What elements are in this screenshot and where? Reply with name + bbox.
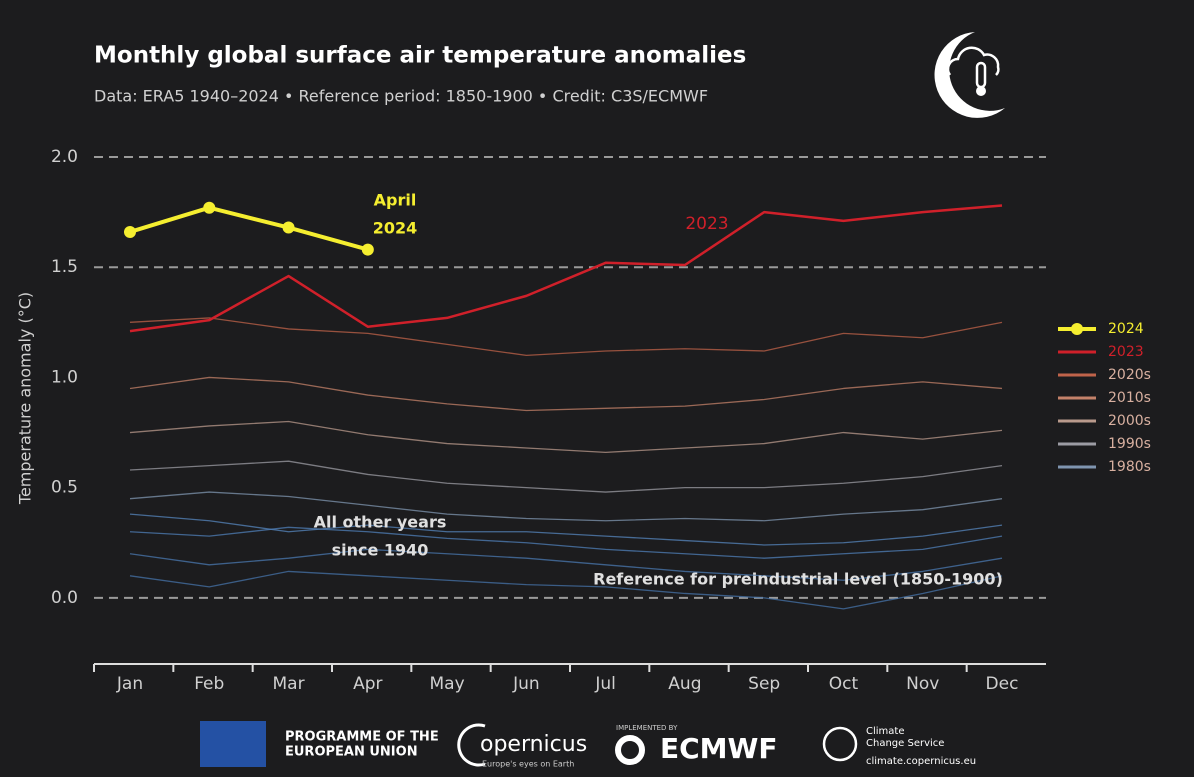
x-tick-label: May — [430, 674, 465, 694]
annotation: Reference for preindustrial level (1850-… — [593, 570, 1003, 589]
x-tick-label: Apr — [353, 674, 382, 694]
x-tick-label: Aug — [668, 674, 701, 694]
x-tick-label: Nov — [906, 674, 939, 694]
point — [282, 221, 295, 234]
c3s-logo — [822, 726, 858, 762]
footer-text: climate.copernicus.eu — [866, 756, 976, 767]
line — [129, 526, 1003, 559]
line — [129, 570, 1003, 610]
legend-label: 2010s — [1108, 390, 1151, 406]
annotation: 2023 — [685, 214, 728, 234]
x-tick-label: Mar — [273, 674, 305, 694]
legend-label: 2000s — [1108, 413, 1151, 429]
x-tick-label: Feb — [194, 674, 224, 694]
x-tick-label: Dec — [986, 674, 1019, 694]
line — [129, 513, 1003, 546]
point — [361, 243, 374, 256]
copernicus-logo — [457, 723, 486, 767]
eu-flag — [200, 721, 266, 767]
point — [203, 201, 216, 214]
subtitle: Data: ERA5 1940–2024 • Reference period:… — [94, 87, 708, 106]
annotation: 2024 — [373, 219, 418, 238]
annotation: since 1940 — [332, 541, 429, 560]
footer-text: PROGRAMME OF THE — [285, 730, 439, 745]
x-tick-label: Jan — [116, 674, 143, 694]
legend-label: 2023 — [1108, 344, 1144, 360]
logo — [934, 32, 1005, 118]
footer-text: Europe's eyes on Earth — [482, 760, 574, 769]
y-axis-label: Temperature anomaly (°C) — [16, 292, 35, 505]
line — [129, 205, 369, 252]
footer-text: ECMWF — [660, 732, 778, 765]
y-tick-label: 2.0 — [51, 147, 78, 167]
footer-text: Change Service — [866, 738, 944, 749]
x-tick-label: Jul — [594, 674, 616, 694]
legend-label: 2024 — [1108, 321, 1144, 337]
y-tick-label: 1.0 — [51, 367, 78, 387]
x-tick-label: Sep — [748, 674, 780, 694]
legend-label: 2020s — [1108, 367, 1151, 383]
footer-text: Climate — [866, 726, 904, 737]
annotation: All other years — [314, 513, 447, 532]
point — [124, 225, 136, 238]
line — [129, 460, 1003, 493]
footer-text: IMPLEMENTED BY — [616, 724, 678, 732]
x-tick-label: Oct — [829, 674, 859, 694]
y-tick-label: 0.5 — [51, 478, 78, 498]
footer-text: EUROPEAN UNION — [285, 745, 418, 760]
line — [129, 548, 1003, 581]
ecmwf-logo — [615, 735, 645, 765]
chart-title: Monthly global surface air temperature a… — [94, 43, 746, 69]
legend-label: 1990s — [1108, 436, 1151, 452]
line — [129, 420, 1003, 454]
legend-swatch — [1071, 323, 1083, 335]
line — [129, 376, 1003, 412]
footer-text: opernicus — [480, 732, 587, 757]
footer: PROGRAMME OF THE EUROPEAN UNION opernicu… — [200, 721, 976, 769]
line — [129, 491, 1003, 522]
y-tick-label: 1.5 — [51, 257, 78, 277]
x-tick-label: Jun — [512, 674, 540, 694]
line — [129, 204, 1003, 333]
legend-label: 1980s — [1108, 459, 1151, 475]
line — [129, 317, 1003, 357]
y-tick-label: 0.0 — [51, 588, 78, 608]
annotation: April — [374, 191, 417, 210]
